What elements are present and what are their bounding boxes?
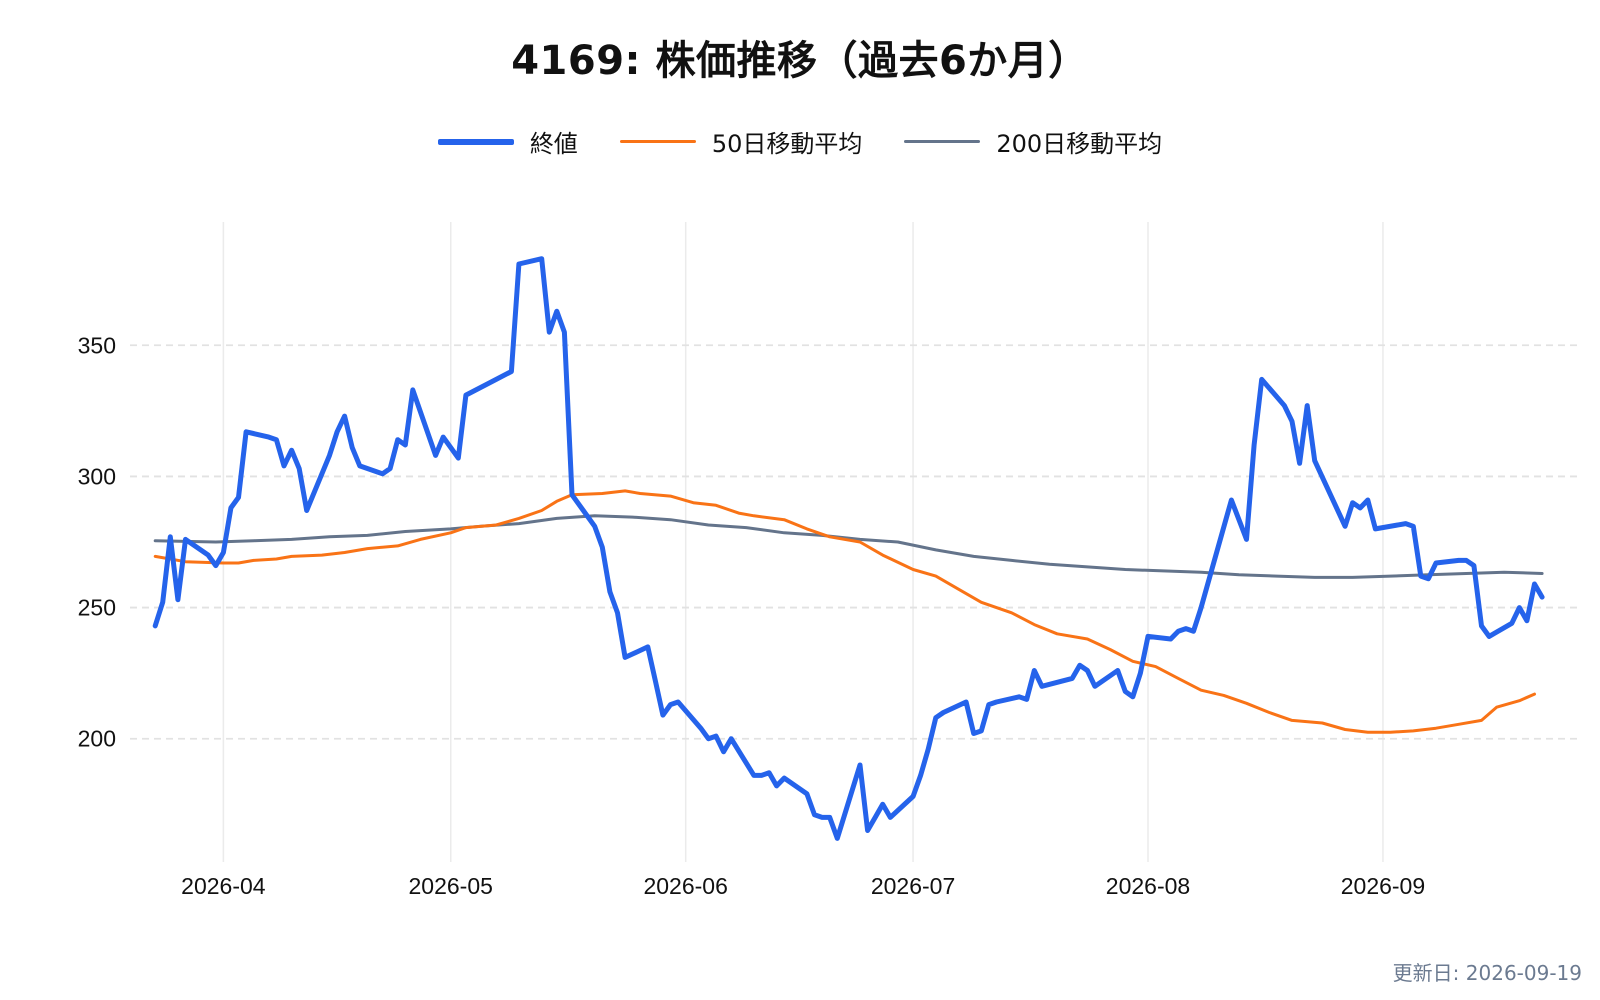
x-tick-label: 2026-08 — [1106, 873, 1190, 899]
x-tick-label: 2026-09 — [1341, 873, 1425, 899]
x-tick-label: 2026-07 — [871, 873, 955, 899]
series-line-close — [152, 256, 1545, 841]
legend-label-ma50: 50日移動平均 — [711, 130, 863, 158]
series-line-ma200 — [153, 514, 1544, 579]
legend-swatch-ma200 — [904, 140, 981, 143]
legend-swatch-close — [437, 138, 514, 145]
legend-item-ma200[interactable]: 200日移動平均 — [904, 124, 1162, 159]
y-tick-label: 350 — [78, 332, 116, 358]
series-line-ma50 — [153, 489, 1536, 734]
legend-swatch-ma50 — [619, 140, 696, 143]
x-tick-label: 2026-04 — [181, 873, 266, 899]
legend-label-ma200: 200日移動平均 — [996, 130, 1163, 158]
y-tick-label: 250 — [78, 595, 116, 621]
y-tick-label: 300 — [78, 463, 116, 489]
y-tick-label: 200 — [78, 726, 116, 752]
x-tick-label: 2026-06 — [643, 873, 727, 899]
legend-item-ma50[interactable]: 50日移動平均 — [619, 124, 863, 159]
chart-title: 4169: 株価推移（過去6か月） — [511, 38, 1089, 84]
grid-layer — [130, 222, 1580, 862]
legend: 終値 50日移動平均 200日移動平均 — [0, 124, 1600, 159]
tick-labels: 2026-04 2026-05 2026-06 2026-07 2026-08 2026-… — [78, 332, 1426, 899]
x-tick-label: 2026-05 — [409, 873, 493, 899]
updated-date: 更新日: 2026-09-19 — [1392, 961, 1582, 985]
legend-label-close: 終値 — [529, 130, 578, 158]
series-layer — [152, 256, 1545, 841]
legend-item-close[interactable]: 終値 — [437, 124, 578, 159]
